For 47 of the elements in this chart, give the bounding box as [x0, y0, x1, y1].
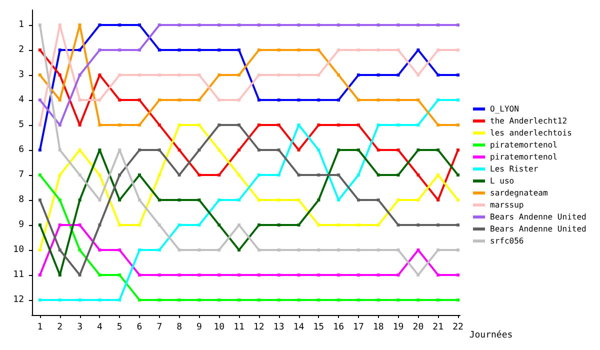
x-tick-label: 21	[432, 322, 444, 332]
y-tick-label: 2	[18, 45, 24, 55]
legend-label: the Anderlecht12	[490, 116, 568, 126]
legend-label: srfc056	[490, 236, 524, 246]
legend-label: les anderlechtois	[490, 128, 572, 138]
legend-label: Bears Andenne United	[490, 212, 587, 222]
x-tick-label: 5	[116, 322, 122, 332]
y-tick-label: 8	[18, 195, 24, 205]
y-tick-label: 5	[18, 120, 24, 130]
x-tick-label: 2	[57, 322, 63, 332]
x-tick-label: 20	[412, 322, 424, 332]
x-tick-label: 11	[234, 322, 244, 332]
x-tick-label: 17	[353, 322, 364, 332]
x-tick-label: 10	[214, 322, 225, 332]
y-tick-label: 3	[18, 70, 24, 80]
legend-label: Les Rister	[490, 164, 538, 174]
y-tick-label: 11	[13, 270, 24, 280]
x-tick-label: 18	[372, 322, 384, 332]
legend-label: piratemortenol	[490, 152, 558, 162]
y-tick-label: 6	[18, 145, 24, 155]
x-tick-label: 7	[156, 322, 162, 332]
legend-label: sardegnateam	[490, 188, 548, 198]
x-tick-label: 3	[77, 322, 82, 332]
x-tick-label: 9	[196, 322, 202, 332]
x-tick-label: 22	[452, 322, 464, 332]
legend-label: O_LYON	[490, 104, 520, 114]
y-tick-label: 12	[13, 295, 24, 305]
legend-label: L uso	[490, 176, 514, 186]
y-tick-label: 4	[18, 95, 24, 105]
y-tick-label: 7	[18, 170, 24, 180]
legend-label: Bears Andenne United	[490, 224, 587, 234]
x-tick-label: 4	[96, 322, 102, 332]
x-tick-label: 15	[313, 322, 324, 332]
x-tick-label: 19	[392, 322, 404, 332]
y-tick-label: 10	[13, 245, 24, 255]
x-tick-label: 16	[333, 322, 344, 332]
x-tick-label: 14	[293, 322, 304, 332]
x-axis-title: Journées	[469, 330, 513, 340]
x-tick-label: 13	[273, 322, 284, 332]
x-tick-label: 8	[176, 322, 182, 332]
y-tick-label: 9	[18, 220, 24, 230]
legend-label: marssup	[490, 200, 524, 210]
y-tick-label: 1	[18, 20, 24, 30]
x-tick-label: 6	[136, 322, 142, 332]
x-tick-label: 12	[254, 322, 264, 332]
x-tick-label: 1	[37, 322, 43, 332]
legend-label: piratemortenol	[490, 140, 558, 150]
